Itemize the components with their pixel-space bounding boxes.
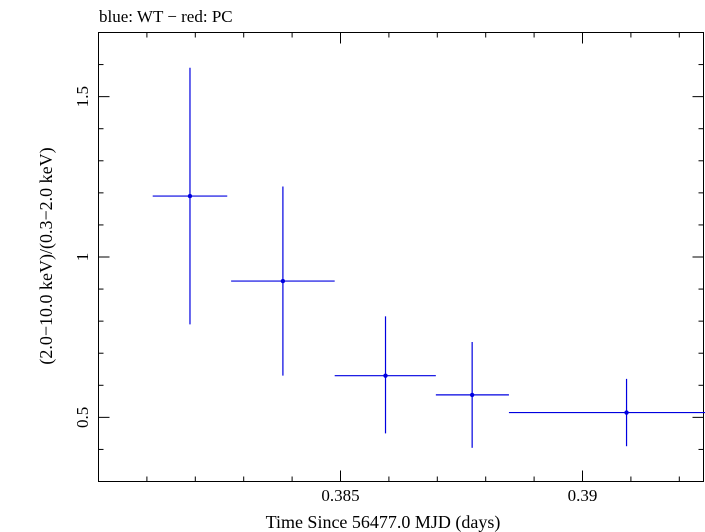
data-point [187, 193, 193, 199]
x-tick-label: 0.39 [568, 486, 598, 505]
y-tick-label: 0.5 [73, 407, 92, 428]
chart-header: blue: WT − red: PC [99, 7, 233, 26]
y-tick-label: 1.5 [73, 86, 92, 107]
data-point [383, 373, 388, 378]
y-tick-label: 1 [73, 253, 92, 262]
data-point [469, 392, 475, 398]
series-wt [152, 67, 705, 448]
data-point [280, 278, 286, 284]
x-axis-label: Time Since 56477.0 MJD (days) [266, 512, 501, 532]
axis-tick-labels: 0.385 0.39 0.5 1 1.5 [73, 86, 597, 505]
y-axis-label: (2.0−10.0 keV)/(0.3−2.0 keV) [36, 147, 57, 364]
x-tick-label: 0.385 [321, 486, 359, 505]
plot-frame [98, 32, 704, 482]
data-series [152, 67, 705, 448]
axis-ticks [98, 32, 704, 482]
data-point [624, 410, 629, 415]
